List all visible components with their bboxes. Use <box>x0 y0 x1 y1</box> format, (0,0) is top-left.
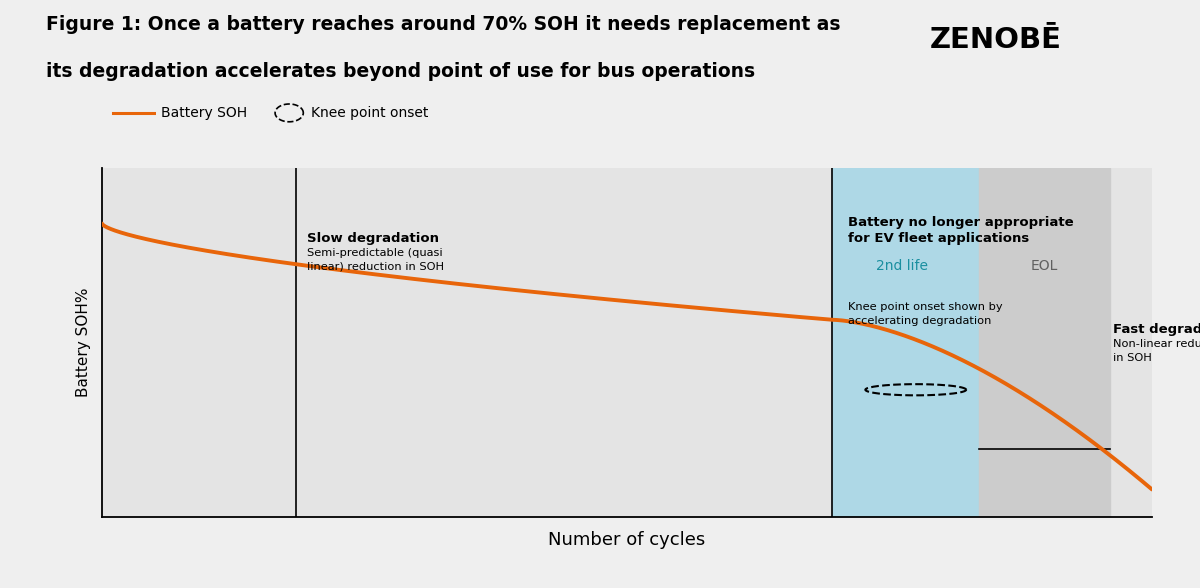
Text: 2nd life: 2nd life <box>876 259 928 273</box>
X-axis label: Number of cycles: Number of cycles <box>548 532 706 549</box>
Bar <box>979 168 1110 517</box>
Text: Battery SOH: Battery SOH <box>161 106 247 120</box>
Text: ZENOBĒ: ZENOBĒ <box>930 26 1062 55</box>
Text: Slow degradation: Slow degradation <box>307 232 439 245</box>
Y-axis label: Battery SOH%: Battery SOH% <box>76 288 91 397</box>
Text: Knee point onset shown by
accelerating degradation: Knee point onset shown by accelerating d… <box>847 302 1002 326</box>
Text: Semi-predictable (quasi
linear) reduction in SOH: Semi-predictable (quasi linear) reductio… <box>307 248 444 272</box>
Text: Battery no longer appropriate
for EV fleet applications: Battery no longer appropriate for EV fle… <box>847 216 1073 245</box>
Text: its degradation accelerates beyond point of use for bus operations: its degradation accelerates beyond point… <box>46 62 755 81</box>
Text: Knee point onset: Knee point onset <box>311 106 428 120</box>
Text: EOL: EOL <box>1030 259 1057 273</box>
Bar <box>832 168 979 517</box>
Text: Fast degradation: Fast degradation <box>1114 322 1200 336</box>
Text: Figure 1: Once a battery reaches around 70% SOH it needs replacement as: Figure 1: Once a battery reaches around … <box>46 15 840 34</box>
Text: Non-linear reduction
in SOH: Non-linear reduction in SOH <box>1114 339 1200 363</box>
